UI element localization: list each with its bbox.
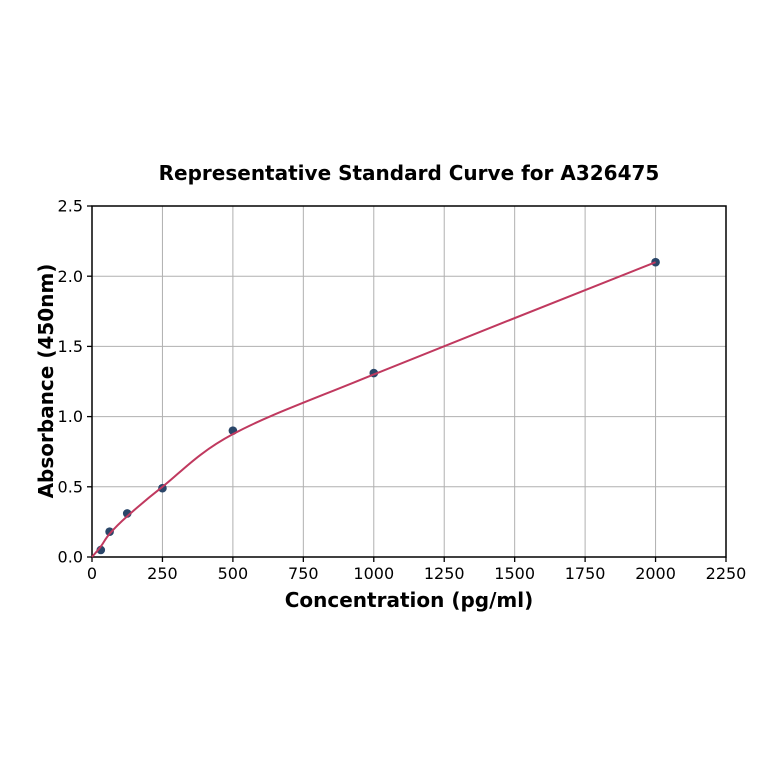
y-tick-label: 2.5	[58, 197, 83, 216]
fitted-curve-line	[91, 261, 656, 558]
plot-frame	[91, 205, 727, 558]
y-tick-label: 2.0	[58, 267, 83, 286]
x-tick-label: 1250	[424, 564, 465, 583]
y-tick-label: 0.0	[58, 548, 83, 567]
x-tick-label: 500	[218, 564, 249, 583]
x-tick-label: 1000	[353, 564, 394, 583]
y-tick-label: 1.5	[58, 337, 83, 356]
x-tick-label: 0	[87, 564, 97, 583]
y-tick-label: 1.0	[58, 407, 83, 426]
x-tick-label: 2250	[706, 564, 747, 583]
chart-title: Representative Standard Curve for A32647…	[158, 161, 660, 185]
data-point-marker	[105, 527, 114, 537]
x-tick-label: 2000	[635, 564, 676, 583]
x-axis-label: Concentration (pg/ml)	[284, 588, 534, 612]
x-tick-label: 1500	[494, 564, 535, 583]
y-tick-label: 0.5	[58, 477, 83, 496]
x-tick-label: 1750	[565, 564, 606, 583]
x-tick-label: 250	[147, 564, 178, 583]
x-tick-label: 750	[288, 564, 319, 583]
y-axis-label: Absorbance (450nm)	[34, 263, 58, 499]
